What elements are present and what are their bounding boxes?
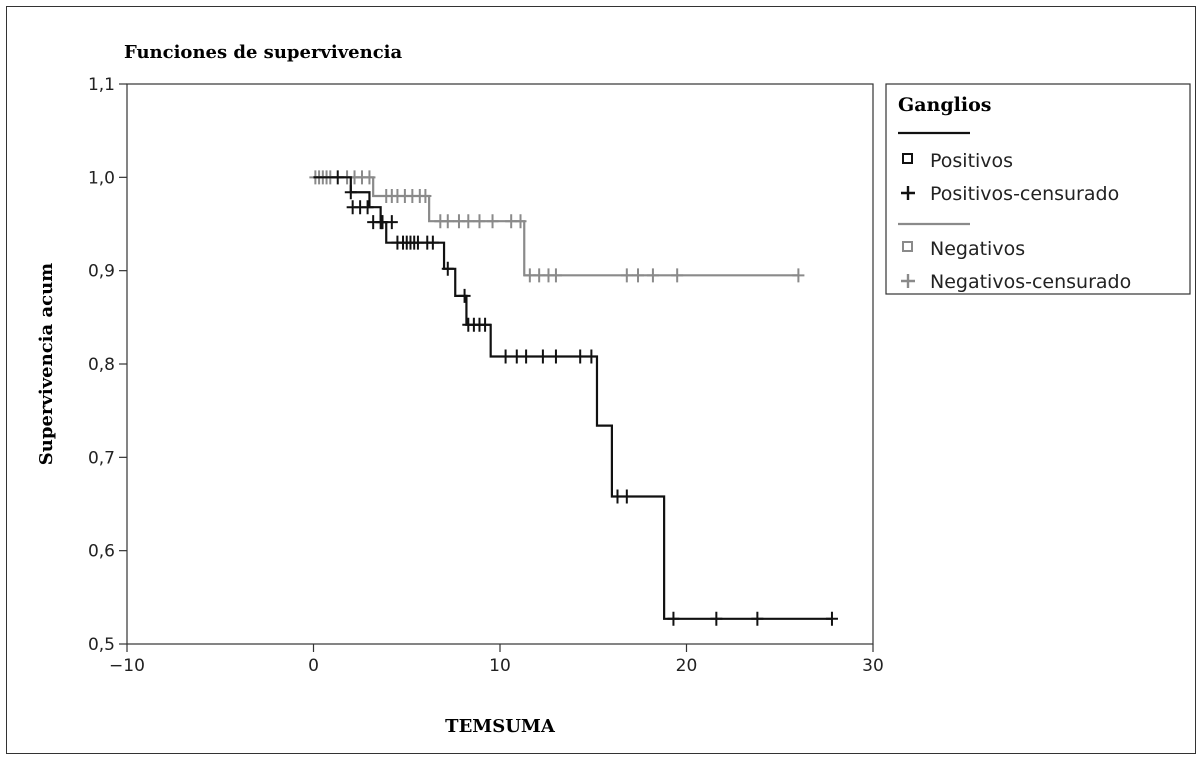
legend-label-positivos: Positivos <box>930 150 1013 172</box>
censor-mark-positivos <box>441 261 454 276</box>
censor-mark-positivos <box>536 349 549 364</box>
censor-mark-positivos <box>710 611 723 626</box>
legend-marker-negativos <box>902 241 913 252</box>
chart-title: Funciones de supervivencia <box>124 42 403 63</box>
censor-mark-positivos <box>344 185 357 200</box>
censor-mark-positivos <box>574 349 587 364</box>
series-line-negativos <box>313 176 799 277</box>
y-axis-label: Supervivencia acum <box>36 263 57 465</box>
legend: Ganglios Positivos Positivos-censurado N… <box>885 83 1191 295</box>
series-negativos <box>309 170 805 283</box>
censor-mark-positivos <box>499 349 512 364</box>
censor-mark-positivos <box>361 200 374 215</box>
x-tick-label: 10 <box>489 656 511 676</box>
censor-mark-positivos <box>331 170 344 185</box>
censor-mark-positivos <box>479 317 492 332</box>
censor-mark-negativos <box>514 214 527 229</box>
legend-label-negativos: Negativos <box>930 238 1025 260</box>
censor-mark-positivos <box>458 288 471 303</box>
y-tick-label: 1,0 <box>88 168 115 188</box>
legend-label-negativos-censurado: Negativos-censurado <box>930 271 1131 293</box>
censor-mark-positivos <box>585 349 598 364</box>
x-tick-label: −10 <box>109 656 145 676</box>
censor-mark-negativos <box>620 268 633 283</box>
legend-marker-negativos-censurado <box>901 274 915 288</box>
plot-area <box>126 83 874 645</box>
legend-marker-positivos-censurado <box>901 186 915 200</box>
y-tick-label: 1,1 <box>88 75 115 95</box>
censor-mark-negativos <box>419 189 432 203</box>
censor-mark-negativos <box>462 214 475 229</box>
x-axis-label: TEMSUMA <box>445 716 556 737</box>
censor-mark-negativos <box>671 268 684 283</box>
censor-mark-positivos <box>825 611 838 626</box>
censor-mark-negativos <box>473 214 486 229</box>
legend-title: Ganglios <box>898 94 991 116</box>
y-tick-label: 0,5 <box>88 635 115 655</box>
legend-marker-positivos <box>902 153 913 164</box>
censor-mark-positivos <box>426 235 439 250</box>
plot-border <box>126 83 874 645</box>
censor-mark-negativos <box>792 268 805 283</box>
y-tick-label: 0,9 <box>88 262 115 282</box>
censor-mark-positivos <box>385 215 398 230</box>
series-layer <box>309 170 838 626</box>
series-line-positivos <box>313 176 832 620</box>
censor-mark-negativos <box>363 170 376 185</box>
censor-mark-positivos <box>667 611 680 626</box>
series-positivos <box>313 170 838 626</box>
censor-mark-negativos <box>646 268 659 283</box>
y-tick-label: 0,6 <box>88 542 115 562</box>
censor-mark-positivos <box>751 611 764 626</box>
legend-label-positivos-censurado: Positivos-censurado <box>930 183 1119 205</box>
y-tick-label: 0,8 <box>88 355 115 375</box>
x-tick-label: 30 <box>862 656 884 676</box>
censor-mark-negativos <box>486 214 499 229</box>
x-tick-label: 0 <box>308 656 319 676</box>
censor-mark-negativos <box>441 214 454 229</box>
censor-mark-negativos <box>632 268 645 283</box>
censor-mark-positivos <box>549 349 562 364</box>
x-tick-label: 20 <box>676 656 698 676</box>
axes: −10 0 10 20 30 0,5 0,6 0,7 0,8 0,9 1,0 1,1 <box>88 75 884 676</box>
censor-mark-positivos <box>520 349 533 364</box>
y-tick-label: 0,7 <box>88 448 115 468</box>
censor-mark-positivos <box>620 489 633 504</box>
censor-mark-negativos <box>549 268 562 283</box>
legend-box <box>885 83 1191 295</box>
